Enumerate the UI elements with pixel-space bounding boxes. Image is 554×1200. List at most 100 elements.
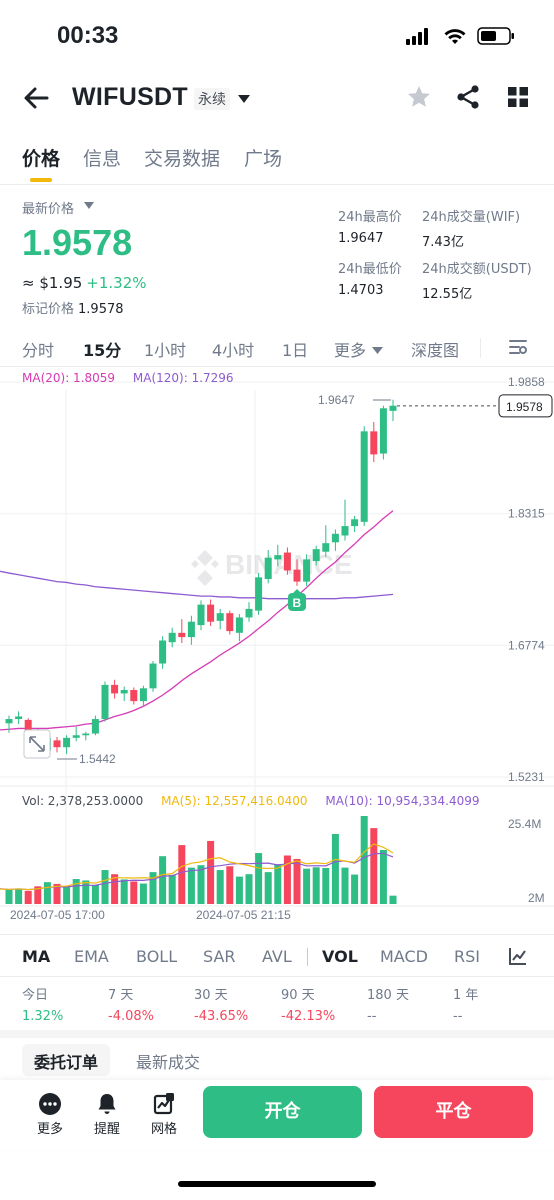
grid-chart-icon [153, 1093, 174, 1115]
indicator-avl[interactable]: AVL [262, 947, 292, 966]
caret-down-icon[interactable] [84, 202, 94, 210]
volume-bar [130, 881, 138, 904]
volume-bar [341, 867, 349, 904]
indicator-ema[interactable]: EMA [74, 947, 109, 966]
timeframe-line[interactable]: 分时 [22, 341, 55, 360]
candle-body [178, 632, 186, 638]
candle-body [72, 735, 80, 738]
indicator-boll[interactable]: BOLL [136, 947, 178, 966]
ma20-legend: MA(20): 1.8059 [22, 371, 116, 385]
back-arrow-icon[interactable] [22, 84, 50, 112]
grid-menu-icon[interactable] [506, 85, 530, 109]
price-summary: 最新价格 1.9578 ≈ $1.95 +1.32% 标记价格 1.9578 24h… [0, 190, 554, 330]
volume-bar [159, 856, 167, 904]
buy-marker-label: B [293, 596, 302, 610]
battery-icon [477, 27, 514, 45]
tab-square[interactable]: 广场 [244, 148, 283, 170]
grid-trading-button[interactable]: 网格 [144, 1092, 184, 1137]
volume-bar [5, 889, 13, 904]
volume-legend: Vol: 2,378,253.0000 MA(5): 12,557,416.04… [22, 794, 494, 808]
stat-value: 12.55亿 [422, 287, 473, 302]
timeframe-15m[interactable]: 15分 [83, 341, 122, 360]
high-price-label: 1.9647 [318, 393, 355, 407]
divider [307, 948, 308, 966]
volume-bar [187, 867, 195, 904]
more-button[interactable]: 更多 [30, 1092, 70, 1137]
candle-body [370, 431, 378, 455]
volume-bar [312, 867, 320, 904]
candle-body [322, 543, 330, 552]
current-price-tag-label: 1.9578 [506, 400, 543, 414]
volume-bar [283, 855, 291, 904]
chart-settings-icon[interactable] [508, 337, 528, 357]
volume-bar [34, 886, 42, 904]
tab-latest-trades[interactable]: 最新成交 [136, 1053, 201, 1072]
candle-body [264, 557, 272, 580]
kline-chart-area[interactable]: BINANCE1.96471.54421.95781.98581.83151.6… [0, 366, 554, 932]
time-axis-label: 2024-07-05 21:15 [196, 908, 291, 922]
candle-body [389, 405, 397, 411]
timeframe-1d[interactable]: 1日 [282, 341, 309, 360]
usd-approx-row: ≈ $1.95 +1.32% [22, 274, 147, 292]
tab-price[interactable]: 价格 [22, 148, 61, 170]
section-separator [0, 1030, 554, 1038]
home-indicator[interactable] [178, 1181, 376, 1187]
timeframe-4h[interactable]: 4小时 [212, 341, 255, 360]
status-icons [406, 27, 514, 45]
stat-value: 1.9647 [338, 231, 384, 246]
volume-bar [331, 834, 339, 904]
time-axis-label: 2024-07-05 17:00 [10, 908, 105, 922]
volume-bar [360, 816, 368, 904]
divider [0, 366, 554, 367]
perf-90d: 90 天 -42.13% [281, 984, 335, 1024]
indicator-macd[interactable]: MACD [380, 947, 428, 966]
last-price: 1.9578 [22, 222, 133, 263]
active-tab-indicator [30, 178, 52, 182]
vol-ma5-line [0, 843, 394, 891]
alert-button[interactable]: 提醒 [87, 1092, 127, 1137]
indicator-bar: MA EMA BOLL SAR AVL VOL MACD RSI [0, 938, 554, 976]
volume-bar [274, 864, 282, 904]
indicator-ma[interactable]: MA [22, 947, 51, 966]
indicator-rsi[interactable]: RSI [454, 947, 480, 966]
star-icon[interactable] [406, 84, 432, 110]
tab-trading-data[interactable]: 交易数据 [144, 148, 221, 170]
low-price-label: 1.5442 [79, 752, 116, 766]
perf-value: -4.08% [108, 1009, 154, 1024]
volume-bar [379, 849, 387, 904]
volume-bar [24, 890, 32, 904]
timeframe-more[interactable]: 更多 [334, 341, 367, 360]
volume-bar [245, 874, 253, 904]
bell-icon [98, 1094, 116, 1114]
caret-down-icon[interactable] [372, 347, 383, 355]
share-icon[interactable] [455, 84, 481, 110]
open-position-button[interactable]: 开仓 [203, 1086, 362, 1138]
volume-bar [111, 874, 119, 904]
candle-body [63, 737, 71, 748]
ma120-legend: MA(120): 1.7296 [132, 371, 234, 385]
kline-chart[interactable]: BINANCE1.96471.54421.95781.98581.83151.6… [0, 366, 554, 932]
indicator-vol[interactable]: VOL [322, 947, 358, 966]
mark-price-row: 标记价格 1.9578 [22, 298, 124, 317]
perf-value: -42.13% [281, 1009, 336, 1024]
perf-label: 今日 [22, 988, 49, 1003]
volume-bar [389, 895, 397, 904]
volume-bar [63, 887, 71, 904]
tab-info[interactable]: 信息 [83, 148, 122, 170]
divider [0, 976, 554, 977]
caret-down-icon[interactable] [237, 94, 251, 104]
indicator-sar[interactable]: SAR [203, 947, 236, 966]
timeframe-1h[interactable]: 1小时 [144, 341, 187, 360]
indicator-settings-icon[interactable] [508, 946, 528, 966]
close-position-button[interactable]: 平仓 [374, 1086, 533, 1138]
status-time: 00:33 [57, 22, 119, 49]
symbol-title[interactable]: WIFUSDT [72, 83, 188, 111]
latest-price-label[interactable]: 最新价格 [22, 202, 75, 217]
candle-body [197, 604, 205, 626]
depth-chart-tab[interactable]: 深度图 [411, 341, 460, 360]
tab-open-orders[interactable]: 委托订单 [22, 1044, 111, 1076]
candle-body [379, 408, 387, 454]
volume-bar [139, 883, 147, 904]
alert-label: 提醒 [93, 1122, 120, 1137]
stat-24h-volume-usdt: 24h成交额(USDT) 12.55亿 [422, 258, 532, 302]
